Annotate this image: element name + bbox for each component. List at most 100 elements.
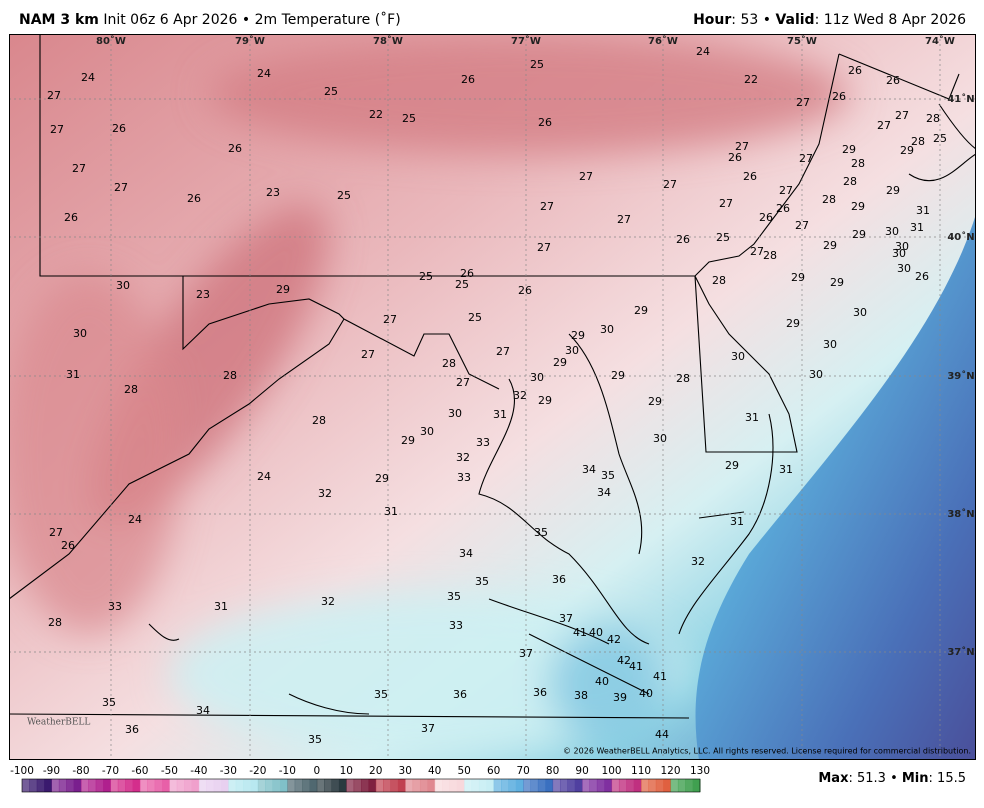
colorbar-swatch: [493, 779, 502, 792]
colorbar-swatch: [486, 779, 495, 792]
temperature-value: 33: [108, 600, 122, 613]
ocean: [695, 214, 976, 760]
temperature-value: 27: [779, 184, 793, 197]
colorbar-label: 100: [602, 765, 622, 777]
temperature-value: 29: [823, 239, 837, 252]
temperature-value: 26: [112, 122, 126, 135]
colorbar-frame: [21, 778, 701, 793]
temperature-value: 27: [799, 152, 813, 165]
colorbar-swatch: [80, 779, 89, 792]
temperature-value: 40: [595, 675, 609, 688]
temperature-value: 30: [73, 327, 87, 340]
temperature-value: 32: [456, 451, 470, 464]
colorbar-swatch: [103, 779, 111, 792]
colorbar-swatch: [611, 779, 620, 792]
temperature-value: 32: [513, 389, 527, 402]
colorbar-swatch: [198, 779, 207, 792]
colorbar-swatch: [478, 779, 487, 792]
temperature-value: 37: [519, 647, 533, 660]
temperature-value: 29: [791, 271, 805, 284]
colorbar-swatch: [51, 779, 60, 792]
temperature-value: 38: [574, 689, 588, 702]
colorbar-swatch: [545, 779, 554, 792]
temperature-value: 31: [214, 600, 228, 613]
colorbar-label: -90: [43, 765, 60, 777]
colorbar-swatch: [405, 779, 414, 792]
colorbar-swatch: [442, 779, 450, 792]
map: 80˚W 79˚W 78˚W 77˚W 76˚W 75˚W 74˚W 41˚N 40˚N 39˚N…: [9, 34, 976, 760]
colorbar-label: 120: [660, 765, 680, 777]
colorbar-swatch: [552, 779, 561, 792]
colorbar-swatch: [147, 779, 156, 792]
temperature-value: 26: [832, 90, 846, 103]
colorbar-swatch: [655, 779, 664, 792]
temperature-value: 31: [916, 204, 930, 217]
temperature-value: 25: [468, 311, 482, 324]
temperature-value: 39: [613, 691, 627, 704]
temperature-value: 42: [617, 654, 631, 667]
colorbar-swatch: [397, 779, 406, 792]
init-time: Init 06z 6 Apr 2026 • 2m Temperature (˚F…: [103, 12, 401, 28]
temperature-value: 29: [725, 459, 739, 472]
temperature-value: 27: [579, 170, 593, 183]
temperature-value: 25: [337, 189, 351, 202]
header-left: NAM 3 km Init 06z 6 Apr 2026 • 2m Temper…: [19, 12, 401, 28]
temperature-value: 30: [892, 247, 906, 260]
colorbar-swatch: [29, 779, 38, 792]
labels: 80˚W 79˚W 78˚W 77˚W 76˚W 75˚W 74˚W 41˚N 40˚N 39˚N…: [47, 35, 975, 746]
temperature-value: 27: [895, 109, 909, 122]
temperature-value: 34: [597, 486, 611, 499]
colorbar-swatch: [559, 779, 568, 792]
temperature-value: 36: [125, 723, 139, 736]
colorbar-label: 30: [399, 765, 412, 777]
temperature-value: 29: [851, 200, 865, 213]
colorbar-swatch: [316, 779, 325, 792]
temperature-value: 27: [49, 526, 63, 539]
temperature-value: 28: [926, 112, 940, 125]
temperature-value: 41: [629, 660, 643, 673]
colorbar-label: -70: [102, 765, 119, 777]
temperature-value: 30: [565, 344, 579, 357]
colorbar-label: 20: [369, 765, 382, 777]
temperature-value: 35: [447, 590, 461, 603]
colorbar-swatch: [604, 779, 613, 792]
colorbar-swatch: [162, 779, 170, 792]
colorbar-swatch: [324, 779, 333, 792]
colorbar-swatch: [589, 779, 598, 792]
temperature-value: 28: [822, 193, 836, 206]
colorbar-swatch: [361, 779, 369, 792]
temperature-value: 24: [257, 67, 271, 80]
longitude-label: 79˚W: [235, 35, 265, 47]
colorbar-swatch: [213, 779, 222, 792]
hour-label: Hour: [693, 12, 732, 28]
logo: WeatherBELL: [27, 718, 90, 728]
temperature-value: 25: [455, 278, 469, 291]
colorbar-swatch: [44, 779, 52, 792]
temperature-value: 26: [518, 284, 532, 297]
temperature-value: 31: [910, 221, 924, 234]
colorbar-swatch: [501, 779, 509, 792]
colorbar-swatch: [515, 779, 524, 792]
temperature-value: 27: [361, 348, 375, 361]
temperature-value: 26: [728, 151, 742, 164]
temperature-value: 26: [64, 211, 78, 224]
temperature-value: 27: [383, 313, 397, 326]
colorbar-swatch: [596, 779, 605, 792]
colorbar-swatch: [464, 779, 473, 792]
colorbar-swatch: [117, 779, 126, 792]
shading: [9, 34, 849, 754]
footer: Max: 51.3 • Min: 15.5: [818, 771, 966, 786]
temperature-value: 26: [538, 116, 552, 129]
colorbar-label: -100: [10, 765, 34, 777]
colorbar-swatch: [368, 779, 377, 792]
colorbar-swatch: [582, 779, 590, 792]
max-label: Max: [818, 771, 849, 786]
colorbar-swatch: [353, 779, 362, 792]
temperature-value: 34: [196, 704, 210, 717]
temperature-value: 29: [276, 283, 290, 296]
temperature-value: 32: [321, 595, 335, 608]
temperature-value: 27: [114, 181, 128, 194]
temperature-value: 27: [795, 219, 809, 232]
latitude-label: 38˚N: [947, 508, 974, 520]
map-frame: [9, 34, 976, 760]
